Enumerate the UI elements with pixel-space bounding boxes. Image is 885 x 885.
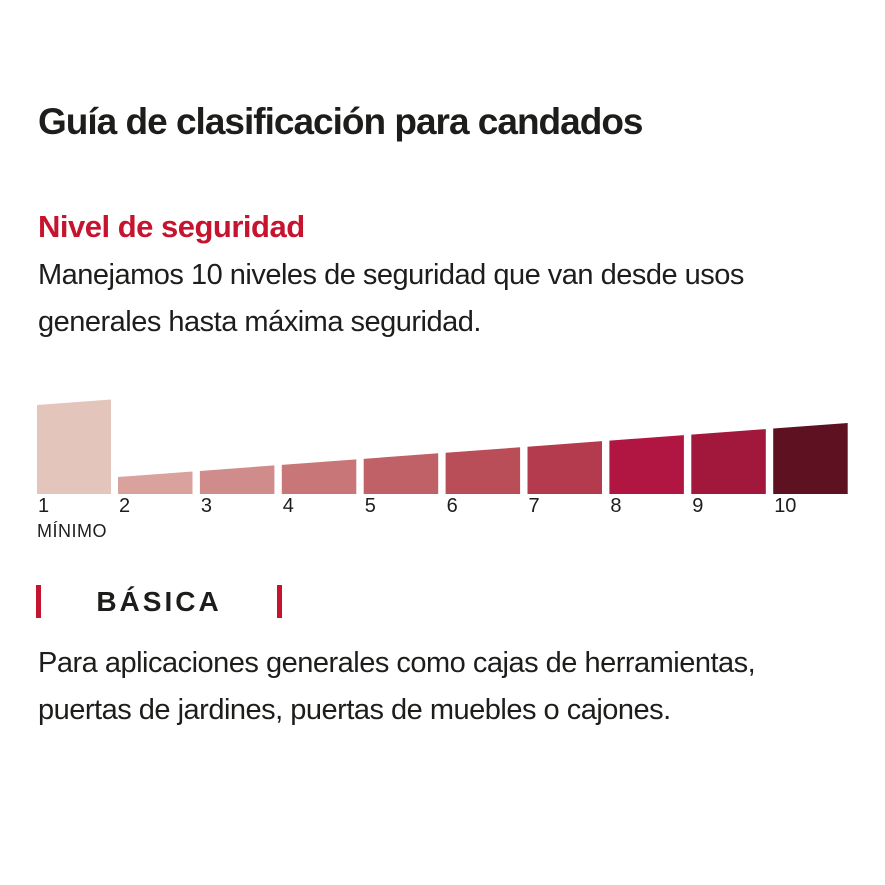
section-heading: Nivel de seguridad	[38, 209, 305, 244]
level-bar-8	[609, 435, 684, 494]
level-bar-6	[445, 447, 521, 494]
category-label: BÁSICA	[96, 586, 222, 617]
level-label-2: 2	[119, 495, 131, 517]
level-bar-5	[363, 453, 439, 494]
right-tick-mark	[277, 585, 282, 618]
level-bar-4	[281, 459, 357, 494]
level-bar-10	[773, 423, 848, 494]
level-label-6: 6	[446, 495, 458, 517]
minimum-label: MÍNIMO	[37, 521, 107, 541]
level-label-1: 1	[38, 495, 50, 517]
page-title: Guía de clasificación para candados	[38, 101, 644, 142]
level-bar-9	[691, 429, 766, 494]
category-row: BÁSICA	[0, 583, 885, 621]
category-description: Para aplicaciones generales como cajas d…	[38, 647, 756, 726]
level-bars-svg	[37, 399, 848, 494]
level-label-9: 9	[692, 495, 704, 517]
security-level-chart: 1 2 3 4 5 6 7 8 9 10 MÍNIMO	[0, 385, 885, 555]
left-tick-mark	[36, 585, 41, 618]
level-label-7: 7	[528, 495, 540, 517]
intro-text: Manejamos 10 niveles de seguridad que va…	[38, 259, 744, 338]
level-bar-3	[199, 465, 275, 494]
level-bar-7	[527, 441, 602, 494]
level-bar-1	[37, 399, 111, 494]
level-bar-2	[118, 471, 193, 494]
level-label-10: 10	[774, 495, 797, 517]
level-label-3: 3	[200, 495, 213, 517]
level-label-4: 4	[282, 495, 294, 517]
level-label-8: 8	[610, 495, 622, 517]
level-label-5: 5	[364, 495, 376, 517]
